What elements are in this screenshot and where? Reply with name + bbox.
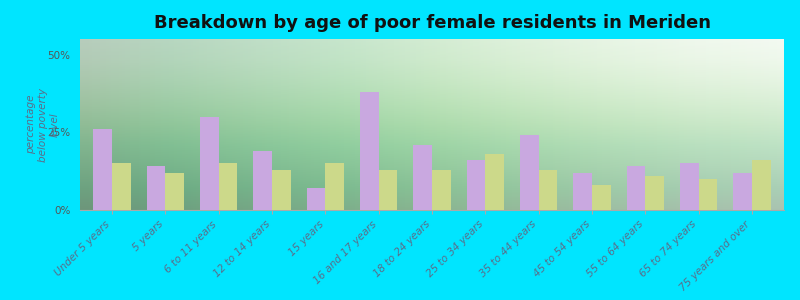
Bar	[272, 169, 290, 210]
Bar	[218, 164, 238, 210]
Bar	[698, 179, 718, 210]
Bar	[574, 173, 592, 210]
Bar	[432, 169, 450, 210]
Bar	[538, 169, 558, 210]
Bar	[680, 164, 698, 210]
Bar	[360, 92, 378, 210]
Bar	[520, 135, 538, 210]
Bar	[752, 160, 770, 210]
Bar	[166, 173, 184, 210]
Bar	[200, 117, 218, 210]
Bar	[326, 164, 344, 210]
Bar	[146, 167, 166, 210]
Title: Breakdown by age of poor female residents in Meriden: Breakdown by age of poor female resident…	[154, 14, 710, 32]
Bar	[626, 167, 646, 210]
Bar	[306, 188, 326, 210]
Bar	[592, 185, 610, 210]
Bar	[112, 164, 130, 210]
Bar	[94, 129, 112, 210]
Bar	[378, 169, 398, 210]
Bar	[646, 176, 664, 210]
Bar	[414, 145, 432, 210]
Y-axis label: percentage
below poverty
level: percentage below poverty level	[26, 88, 59, 161]
Bar	[466, 160, 486, 210]
Bar	[486, 154, 504, 210]
Bar	[734, 173, 752, 210]
Bar	[254, 151, 272, 210]
